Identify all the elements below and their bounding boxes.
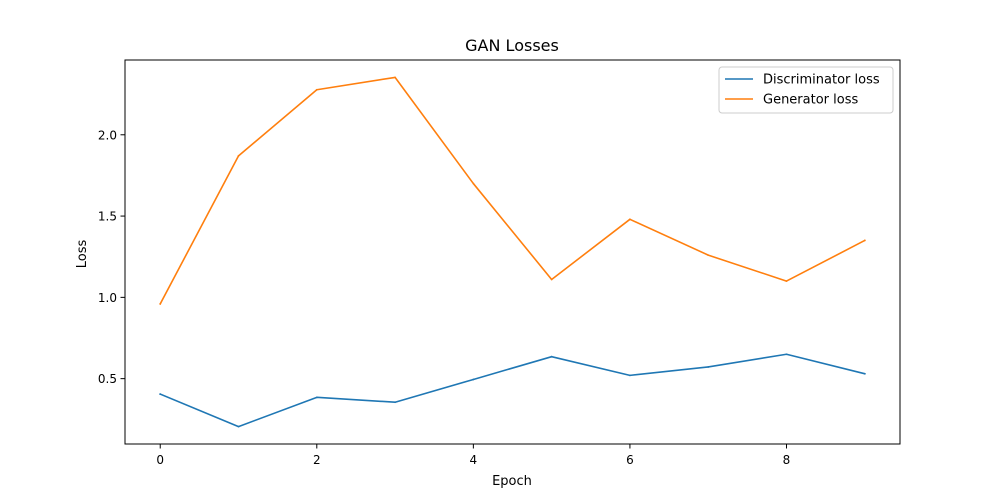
x-tick-label: 6	[626, 453, 634, 467]
data-point	[394, 76, 396, 79]
data-point	[629, 374, 631, 377]
data-point	[315, 396, 318, 399]
x-tick-label: 0	[156, 453, 164, 467]
data-point	[159, 393, 162, 395]
data-point	[394, 401, 396, 404]
data-point	[550, 355, 553, 358]
legend-label: Generator loss	[763, 93, 858, 108]
y-axis-label: Loss	[75, 240, 90, 269]
y-tick-label: 0.5	[98, 372, 117, 386]
data-point	[707, 254, 710, 256]
data-point	[472, 378, 475, 381]
x-tick-label: 4	[470, 453, 478, 467]
data-point	[629, 218, 631, 221]
data-point	[707, 366, 710, 368]
series-line-generator-loss	[159, 76, 866, 305]
axis-ticks: 0 2 4 6 8 0.5 1.0 1.5 2.0	[98, 128, 790, 467]
plot-area-frame	[124, 59, 901, 445]
legend: Discriminator loss Generator loss	[718, 66, 894, 114]
y-tick-label: 2.0	[98, 128, 117, 142]
data-point	[863, 372, 866, 375]
data-point	[159, 302, 162, 305]
x-tick-label: 2	[313, 453, 321, 467]
data-point	[785, 280, 788, 283]
data-point	[550, 278, 553, 281]
legend-label: Discriminator loss	[763, 73, 880, 88]
data-point	[315, 88, 318, 91]
data-point	[472, 182, 475, 185]
x-tick-label: 8	[783, 453, 791, 467]
series-layer	[159, 76, 866, 428]
y-tick-label: 1.5	[98, 210, 117, 224]
data-point	[863, 239, 866, 242]
data-point	[237, 425, 240, 428]
series-line-discriminator-loss	[159, 353, 866, 428]
data-point	[785, 353, 788, 356]
y-tick-label: 1.0	[98, 291, 117, 305]
legend-box	[718, 66, 894, 114]
data-point	[237, 155, 240, 157]
chart-title: GAN Losses	[465, 36, 559, 55]
x-axis-label: Epoch	[492, 474, 532, 489]
